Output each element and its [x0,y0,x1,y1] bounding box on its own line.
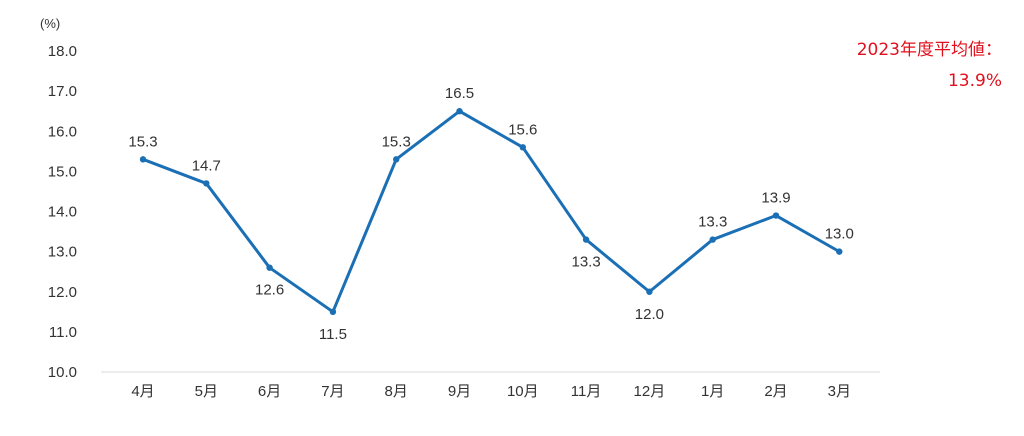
x-tick-label: 10月 [507,383,539,400]
x-tick-label: 8月 [385,383,408,400]
data-point [646,288,653,295]
y-tick-label: 13.0 [48,244,77,261]
data-label: 15.3 [128,133,157,150]
data-label: 12.0 [635,306,664,323]
x-tick-label: 9月 [448,383,471,400]
y-axis: (%) 10.0 11.0 12.0 13.0 14.0 15.0 16.0 17.0 18.0 [40,16,77,381]
x-tick-label: 3月 [828,383,851,400]
y-tick-label: 17.0 [48,83,77,100]
data-series [139,107,843,316]
data-label: 14.7 [192,157,221,174]
data-point [836,248,843,255]
y-tick-label: 14.0 [48,204,77,221]
data-point [456,107,463,115]
series-line [141,109,841,314]
y-tick-label: 11.0 [49,324,77,341]
x-tick-label: 4月 [131,383,154,400]
data-label: 12.6 [255,282,284,299]
data-label: 13.3 [571,254,600,271]
data-label: 15.6 [508,121,537,138]
data-label: 13.9 [761,190,790,207]
x-tick-label: 7月 [321,383,344,400]
data-label: 15.3 [382,133,411,150]
data-label: 13.0 [825,226,854,243]
x-tick-label: 11月 [571,383,602,400]
data-point [329,308,337,316]
x-tick-label: 12月 [634,383,666,400]
data-point [772,212,780,219]
y-tick-label: 15.0 [48,163,77,180]
y-tick-label: 16.0 [48,123,77,140]
x-tick-label: 2月 [764,383,787,400]
x-tick-label: 1月 [701,383,724,400]
x-tick-label: 6月 [258,383,281,400]
data-labels: 15.3 14.7 12.6 11.5 15.3 16.5 15.6 13.3 12.0 13.3… [128,85,854,343]
data-point [519,144,526,151]
x-tick-label: 5月 [195,383,218,400]
y-tick-label: 12.0 [48,284,77,301]
data-label: 13.3 [698,214,727,231]
y-tick-label: 10.0 [48,364,77,381]
data-point [203,180,210,187]
data-point [709,236,716,243]
x-axis: 4月 5月 6月 7月 8月 9月 10月 11月 12月 1月 2月 3月 [101,371,880,400]
average-annotation-label: 2023年度平均値： [856,40,1002,60]
average-annotation-value: 13.9% [947,71,1002,91]
y-axis-unit-label: (%) [40,16,60,31]
data-label: 11.5 [319,326,347,343]
data-label: 16.5 [445,85,474,102]
y-tick-label: 18.0 [48,43,77,60]
data-point [393,156,400,163]
data-point [266,264,273,271]
data-point [582,236,590,243]
data-point [139,156,147,163]
